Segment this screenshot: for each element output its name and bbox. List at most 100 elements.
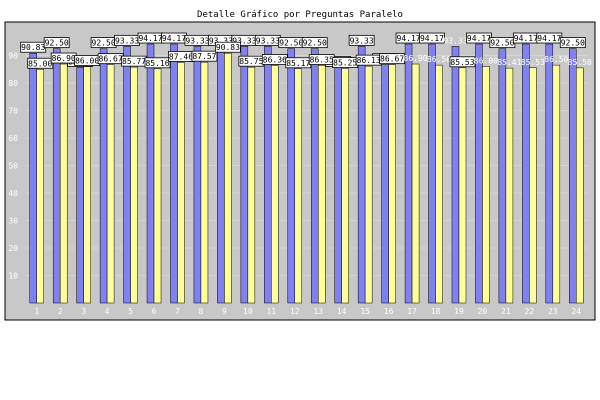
bar-series-2 [153,68,162,304]
data-label-box [301,37,328,49]
data-label: 85.50 [568,58,592,67]
bar-series-1 [99,48,108,304]
y-tick-label: 30 [8,217,18,226]
y-axis-ticks: 10 20 30 40 50 60 70 80 90 [8,52,18,281]
data-label: 86.35 [308,54,335,65]
bar-series-1 [428,43,436,304]
x-tick-label: 23 [548,307,558,316]
x-tick-label: 1 [34,307,39,316]
bar-series-1 [193,46,202,304]
data-label-box [348,34,375,46]
data-label-text: 85.53 [521,58,545,67]
bar-series-2 [364,65,373,304]
data-label-text: 90.83 [21,43,45,52]
data-label-text: 94.17 [514,34,538,43]
data-label: 94.17 [137,32,164,44]
data-label: 93.33 [443,36,467,45]
y-tick-label: 80 [8,79,18,88]
bar-series-2 [177,62,185,304]
data-label: 93.33 [114,34,140,46]
bar-series-1 [310,48,319,304]
data-label-box [144,57,171,69]
data-label: 94.17 [512,32,539,44]
data-label-box [379,53,406,65]
data-label-text: 86.90 [404,54,428,63]
x-tick-label: 6 [152,307,157,316]
data-label: 85.53 [449,56,476,68]
data-label-text: 86.00 [75,57,99,66]
data-label: 87.46 [168,51,194,62]
bar-series-1 [451,46,460,304]
data-label-text: 85.50 [568,58,592,67]
bar-series-1 [522,43,530,304]
data-label-text: 92.50 [303,39,327,48]
data-label: 85.75 [238,55,265,67]
bar-series-2 [294,68,303,304]
y-tick-label: 50 [8,162,18,171]
x-tick-label: 3 [81,307,86,316]
data-label: 92.50 [278,37,305,49]
data-label: 90.83 [20,41,47,53]
bar-series-1 [123,46,131,304]
data-label-text: 85.53 [450,58,474,67]
data-label: 92.50 [43,37,70,49]
data-label-text: 85.25 [333,59,357,68]
data-label: 86.67 [379,53,406,65]
bar-series-1 [287,48,296,304]
bar-series-1 [264,46,272,304]
x-tick-label: 13 [313,307,323,316]
data-label-box [191,50,218,62]
data-label-text: 93.33 [209,36,233,45]
data-label-text: 86.13 [357,56,381,65]
data-label-text: 86.35 [310,56,334,65]
data-label: 86.50 [427,55,451,64]
data-label-text: 92.50 [490,39,514,48]
data-label-text: 85.77 [122,57,146,66]
bar-series-1 [357,46,366,304]
bar-series-1 [381,64,389,304]
x-tick-label: 10 [243,307,253,316]
bar-series-2 [130,66,138,304]
x-tick-label: 12 [290,307,300,316]
bar-series-2 [482,66,490,304]
data-label-text: 94.17 [420,34,444,43]
data-label-box [559,37,586,49]
chart-title: Detalle Gráfico por Preguntas Paralelo [197,10,403,20]
data-label: 86.90 [50,52,77,64]
x-tick-label: 4 [105,307,110,316]
x-tick-label: 16 [384,307,394,316]
bar-series-1 [498,48,507,304]
data-label-text: 87.57 [192,52,216,61]
x-tick-label: 17 [407,307,417,316]
data-label-text: 86.36 [263,56,287,65]
y-tick-label: 70 [8,107,18,116]
x-tick-label: 19 [454,307,464,316]
data-label: 86.36 [261,54,288,65]
bar-series-2 [552,64,561,304]
bar-series-2 [317,65,326,304]
data-label-text: 93.33 [115,36,139,45]
data-label: 87.57 [191,50,218,62]
data-label-text: 93.33 [350,36,374,45]
data-label: 86.50 [544,55,568,64]
y-tick-label: 90 [8,52,18,61]
data-label: 93.33 [254,34,281,46]
bar-series-1 [404,43,413,304]
bars-layer [29,43,584,304]
data-label-text: 86.67 [380,55,404,64]
data-label-text: 94.17 [162,34,186,43]
data-label: 86.13 [355,54,382,66]
data-label: 85.25 [332,57,359,68]
data-label-text: 85.17 [286,59,310,68]
data-label: 86.67 [97,53,124,65]
bar-series-1 [52,48,61,304]
data-label: 85.00 [27,57,54,69]
data-label: 93.33 [348,34,375,46]
data-label-text: 94.17 [138,34,162,43]
bar-series-1 [76,67,84,304]
bar-series-2 [435,64,443,304]
y-tick-label: 60 [8,134,18,143]
data-label-text: 94.17 [397,34,421,43]
bar-series-2 [529,67,537,304]
data-label-text: 93.33 [256,36,280,45]
